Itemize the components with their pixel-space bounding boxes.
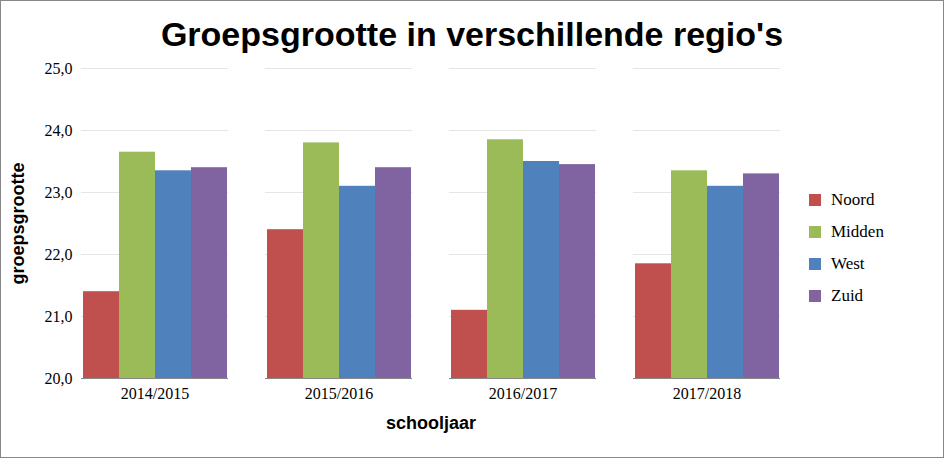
html-text:Zuid: Zuid: [831, 286, 864, 305]
svg-text:20,0: 20,0: [45, 370, 73, 387]
svg-text:21,0: 21,0: [45, 308, 73, 325]
svg-text:2014/2015: 2014/2015: [121, 385, 189, 402]
svg-text:groepsgrootte: groepsgrootte: [8, 162, 28, 284]
html-text:Noord: Noord: [831, 190, 875, 209]
svg-text:24,0: 24,0: [45, 122, 73, 139]
svg-text:25,0: 25,0: [45, 60, 73, 77]
html-text:West: West: [831, 254, 865, 273]
svg-text:2015/2016: 2015/2016: [305, 385, 373, 402]
svg-text:2017/2018: 2017/2018: [673, 385, 741, 402]
svg-text:2016/2017: 2016/2017: [489, 385, 557, 402]
html-text:Midden: Midden: [831, 222, 884, 241]
html-text:Groepsgrootte in verschillende: Groepsgrootte in verschillende regio's: [160, 15, 784, 53]
svg-text:22,0: 22,0: [45, 246, 73, 263]
svg-text:schooljaar: schooljaar: [386, 413, 476, 433]
svg-text:23,0: 23,0: [45, 184, 73, 201]
